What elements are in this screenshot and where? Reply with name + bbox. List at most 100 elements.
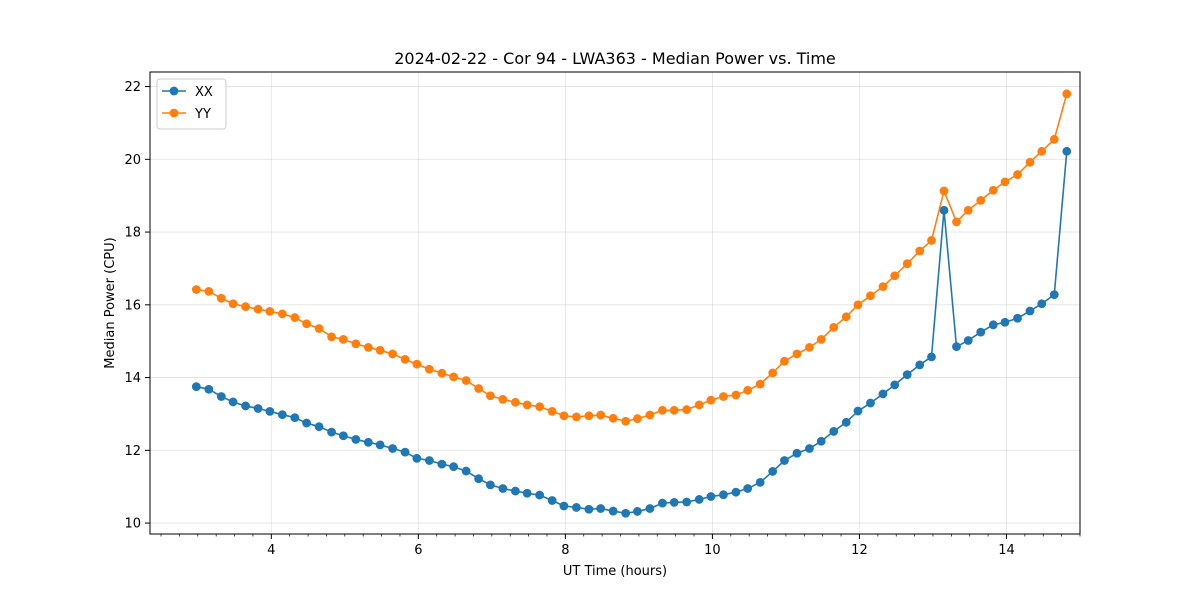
series-yy-point <box>522 400 532 410</box>
series-yy-point <box>584 411 594 421</box>
series-layer <box>191 89 1072 518</box>
series-yy-point <box>755 379 765 389</box>
series-xx-point <box>633 507 642 516</box>
series-xx-point <box>1062 146 1072 156</box>
series-yy-point <box>645 410 655 420</box>
series-xx-point <box>584 504 594 514</box>
series-xx-point <box>621 508 631 518</box>
series-xx-point <box>290 413 300 422</box>
series-yy-point <box>437 368 447 378</box>
series-yy-point <box>596 410 606 420</box>
series-xx-point <box>645 504 655 513</box>
y-tick-label: 12 <box>124 444 141 459</box>
series-yy-point <box>915 246 925 256</box>
y-tick-label: 16 <box>124 298 141 313</box>
series-yy-point <box>449 372 459 382</box>
series-yy-point <box>853 300 863 310</box>
series-yy-point <box>327 332 336 342</box>
series-xx-point <box>719 490 728 500</box>
series-xx-point <box>768 467 778 476</box>
series-yy-point <box>290 313 300 322</box>
series-xx-point <box>1000 317 1010 327</box>
series-yy-point <box>191 285 201 294</box>
series-yy-point <box>412 359 422 369</box>
series-xx-point <box>375 440 385 450</box>
series-xx-point <box>743 484 753 493</box>
series-xx-point <box>841 417 851 427</box>
series-yy-point <box>866 291 875 301</box>
series-xx-point <box>302 418 311 428</box>
x-tick-label: 14 <box>998 543 1015 558</box>
series-yy-point <box>829 322 839 332</box>
series-yy-point <box>485 391 495 401</box>
series-xx-point <box>228 397 238 407</box>
series-xx-point <box>277 410 287 420</box>
series-xx-point <box>461 466 471 476</box>
series-yy-point <box>265 306 275 316</box>
series-xx-point <box>1013 313 1022 323</box>
series-yy-point <box>388 349 398 359</box>
series-yy-point <box>400 354 410 364</box>
series-xx-point <box>816 436 826 446</box>
series-yy-point <box>902 259 912 269</box>
x-tick-label: 8 <box>561 543 569 558</box>
series-xx-point <box>927 352 936 362</box>
grid <box>150 72 1080 534</box>
series-xx-point <box>204 384 214 394</box>
series-yy-point <box>498 395 508 404</box>
series-yy-point <box>792 349 802 359</box>
series-yy-point <box>719 392 728 401</box>
series-yy-point <box>768 368 778 378</box>
series-yy-point <box>963 205 973 215</box>
series-xx-point <box>547 496 557 505</box>
legend-label: YY <box>194 107 211 122</box>
series-yy-point <box>1049 134 1059 144</box>
series-xx-point <box>669 497 679 507</box>
series-xx-point <box>559 501 569 511</box>
y-tick-label: 20 <box>124 153 141 168</box>
plot-frame <box>149 71 1081 535</box>
series-yy-point <box>363 342 373 352</box>
series-xx-point <box>755 477 765 487</box>
series-xx-point <box>253 404 263 413</box>
series-yy-point <box>510 397 520 407</box>
series-xx-point <box>1037 299 1047 309</box>
series-yy-point <box>338 334 348 344</box>
legend-swatch-marker <box>169 86 179 96</box>
series-yy-point <box>535 402 545 412</box>
series-yy-point <box>780 356 789 366</box>
series-yy-point <box>927 236 936 245</box>
series-yy-point <box>706 395 716 405</box>
series-xx-point <box>363 437 373 447</box>
plot-area <box>150 72 1080 534</box>
series-xx-point <box>572 503 581 512</box>
series-xx-point <box>1049 290 1059 300</box>
series-xx-point <box>191 382 201 392</box>
x-tick-label: 4 <box>267 543 275 558</box>
series-yy-point <box>682 405 692 414</box>
series-xx-point <box>805 444 814 453</box>
series-yy-point <box>878 282 888 292</box>
series-xx-point <box>963 336 973 345</box>
series-xx-point <box>485 480 495 490</box>
series-xx-point <box>351 435 361 444</box>
series-xx-point <box>449 462 459 472</box>
series-xx-point <box>792 448 802 458</box>
series-xx-point <box>522 488 532 498</box>
series-xx-point <box>1025 306 1035 316</box>
legend-swatch-marker <box>169 108 179 118</box>
series-yy-point <box>1000 177 1010 187</box>
y-tick-label: 14 <box>124 371 141 386</box>
x-tick-label: 12 <box>851 543 868 558</box>
series-yy-point <box>669 405 679 415</box>
series-xx-point <box>216 392 226 401</box>
legend-item-yy: YY <box>162 107 211 122</box>
series-xx-point <box>658 498 667 508</box>
series-yy-point <box>204 286 214 296</box>
series-xx-point <box>706 492 716 501</box>
legend-label: XX <box>195 85 213 100</box>
series-xx-point <box>939 205 949 215</box>
series-xx-point <box>265 407 275 416</box>
series-xx-point <box>388 444 398 453</box>
